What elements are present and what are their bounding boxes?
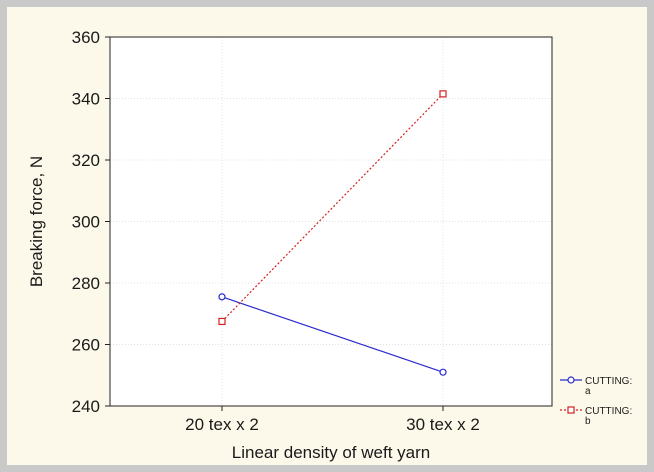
data-point-circle xyxy=(218,293,226,301)
legend-label: CUTTING: xyxy=(585,376,632,387)
series-layer xyxy=(218,90,447,376)
series-line-2 xyxy=(221,93,444,322)
data-point-square xyxy=(439,90,447,98)
y-axis: 240 260 280 300 320 340 360 xyxy=(72,28,110,416)
y-tick-label: 280 xyxy=(72,274,100,293)
legend-marker-circle xyxy=(567,376,575,384)
plot-area xyxy=(110,37,552,406)
series-line-1 xyxy=(221,296,444,373)
legend-marker-square xyxy=(567,406,575,414)
x-axis-title: Linear density of weft yarn xyxy=(232,443,430,462)
x-axis: 20 tex x 2 30 tex x 2 xyxy=(185,406,480,434)
x-tick-label: 20 tex x 2 xyxy=(185,415,259,434)
x-tick-label: 30 tex x 2 xyxy=(406,415,480,434)
legend-label: CUTTING: xyxy=(585,406,632,417)
y-tick-label: 340 xyxy=(72,90,100,109)
data-point-square xyxy=(218,317,226,326)
y-axis-title: Breaking force, N xyxy=(27,156,46,287)
data-point-circle xyxy=(439,368,447,376)
y-tick-label: 320 xyxy=(72,151,100,170)
y-tick-label: 260 xyxy=(72,336,100,355)
y-tick-label: 360 xyxy=(72,28,100,47)
y-tick-label: 300 xyxy=(72,213,100,232)
legend-label: a xyxy=(585,386,591,397)
y-tick-label: 240 xyxy=(72,397,100,416)
legend-label: b xyxy=(585,416,591,427)
